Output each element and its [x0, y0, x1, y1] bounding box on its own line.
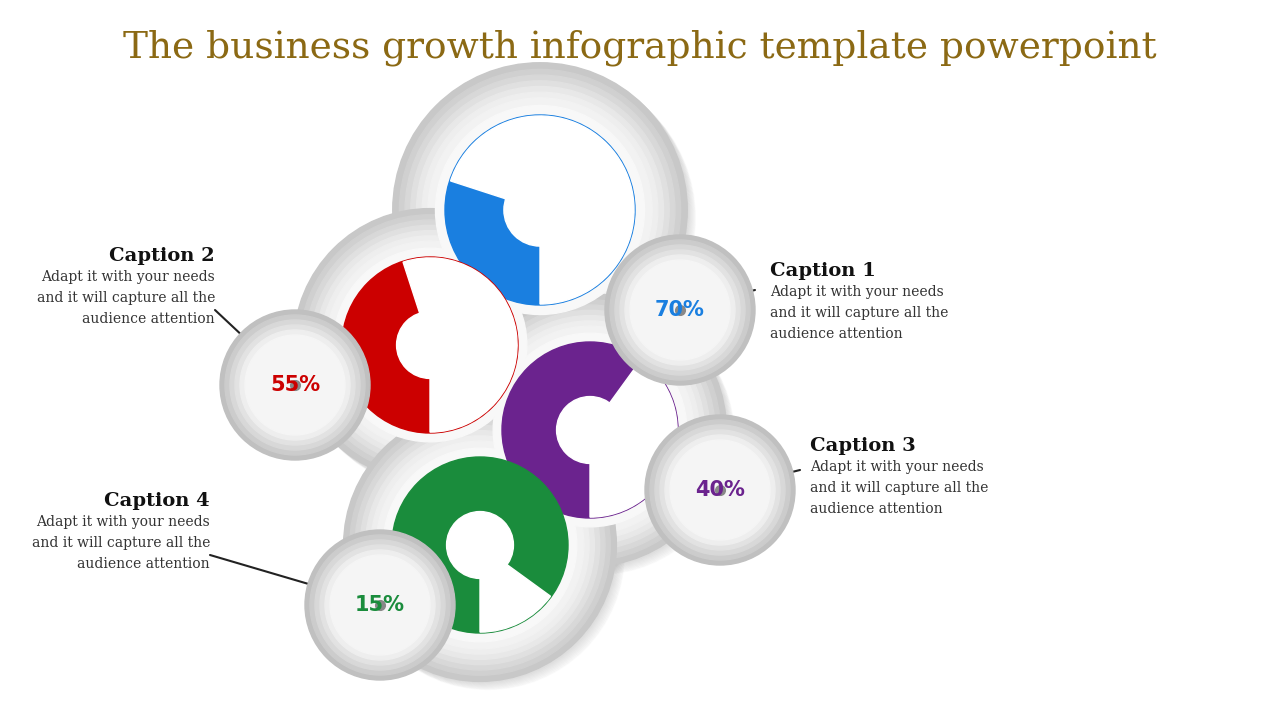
Circle shape [447, 511, 513, 578]
Text: Adapt it with your needs
and it will capture all the
audience attention: Adapt it with your needs and it will cap… [810, 460, 988, 516]
Text: 70%: 70% [655, 300, 705, 320]
Circle shape [630, 260, 730, 360]
Circle shape [393, 63, 687, 357]
Circle shape [343, 409, 617, 681]
Text: Caption 1: Caption 1 [771, 262, 876, 280]
Circle shape [310, 225, 549, 464]
Circle shape [236, 325, 355, 445]
Circle shape [330, 555, 430, 655]
Circle shape [371, 436, 589, 654]
Circle shape [650, 420, 790, 560]
Circle shape [293, 209, 566, 482]
Circle shape [666, 435, 774, 545]
Text: 55%: 55% [270, 375, 320, 395]
Text: Caption 3: Caption 3 [810, 437, 915, 455]
Circle shape [669, 440, 771, 540]
Circle shape [422, 92, 658, 328]
Circle shape [614, 245, 745, 375]
Circle shape [326, 241, 534, 449]
Text: 15%: 15% [355, 595, 404, 615]
Text: Caption 4: Caption 4 [105, 492, 210, 510]
Circle shape [465, 305, 716, 555]
Circle shape [625, 255, 735, 365]
Circle shape [225, 315, 365, 455]
Circle shape [392, 457, 568, 633]
Circle shape [316, 230, 544, 459]
Wedge shape [480, 545, 550, 632]
Circle shape [355, 420, 605, 670]
Circle shape [366, 431, 594, 660]
Circle shape [605, 235, 755, 385]
Wedge shape [590, 359, 677, 517]
Circle shape [342, 257, 518, 433]
Circle shape [416, 86, 663, 333]
Circle shape [493, 333, 687, 527]
Circle shape [557, 397, 623, 464]
Circle shape [399, 69, 681, 351]
Circle shape [325, 550, 435, 660]
Circle shape [349, 415, 611, 675]
Circle shape [361, 426, 600, 665]
Circle shape [300, 215, 561, 475]
Circle shape [476, 315, 704, 544]
Circle shape [244, 335, 346, 435]
Circle shape [411, 81, 669, 339]
Circle shape [305, 530, 454, 680]
Text: Caption 2: Caption 2 [109, 247, 215, 265]
Circle shape [320, 545, 440, 665]
Circle shape [486, 326, 694, 534]
Wedge shape [451, 116, 634, 304]
Circle shape [470, 310, 709, 549]
Circle shape [397, 312, 463, 379]
Circle shape [445, 115, 635, 305]
Circle shape [611, 240, 750, 380]
Circle shape [305, 220, 556, 470]
Text: Adapt it with your needs
and it will capture all the
audience attention: Adapt it with your needs and it will cap… [771, 285, 948, 341]
Circle shape [315, 540, 445, 670]
Circle shape [333, 248, 527, 442]
Circle shape [460, 300, 721, 560]
Circle shape [435, 106, 645, 315]
Text: The business growth infographic template powerpoint: The business growth infographic template… [123, 30, 1157, 66]
Text: 40%: 40% [695, 480, 745, 500]
Circle shape [620, 250, 740, 370]
Circle shape [660, 430, 780, 550]
Text: Adapt it with your needs
and it will capture all the
audience attention: Adapt it with your needs and it will cap… [37, 270, 215, 326]
Circle shape [383, 448, 577, 642]
Wedge shape [403, 258, 517, 432]
Circle shape [481, 321, 699, 539]
Circle shape [502, 342, 678, 518]
Circle shape [404, 75, 675, 345]
Circle shape [645, 415, 795, 565]
Circle shape [220, 310, 370, 460]
Circle shape [230, 320, 360, 450]
Circle shape [241, 330, 349, 440]
Circle shape [504, 174, 576, 246]
Circle shape [310, 535, 451, 675]
Text: Adapt it with your needs
and it will capture all the
audience attention: Adapt it with your needs and it will cap… [32, 515, 210, 571]
Circle shape [321, 236, 539, 454]
Circle shape [655, 425, 785, 555]
Circle shape [376, 441, 584, 649]
Circle shape [453, 294, 727, 567]
Circle shape [428, 98, 652, 322]
